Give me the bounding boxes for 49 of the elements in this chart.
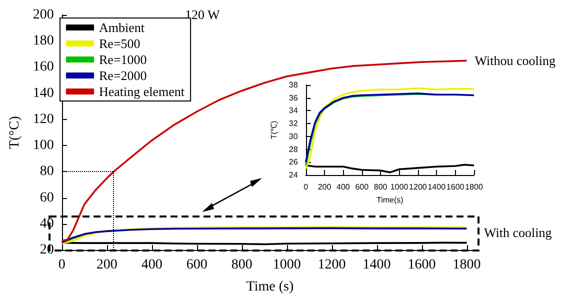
x-tick-label: 1800 xyxy=(452,258,481,272)
y-tick-label: 140 xyxy=(32,86,54,101)
y-tick-label: 36 xyxy=(288,93,298,102)
y-tick-label: 100 xyxy=(32,138,54,154)
x-axis-title: Time(s) xyxy=(376,195,404,204)
legend-label: Re=500 xyxy=(99,36,140,51)
y-tick-label: 34 xyxy=(288,106,298,116)
y-tick-label: 30 xyxy=(288,132,298,141)
x-axis-title: Time (s) xyxy=(246,280,294,294)
x-tick-label: 1800 xyxy=(465,182,484,192)
y-tick-label: 32 xyxy=(288,119,298,128)
x-tick-label: 0 xyxy=(58,258,66,272)
y-tick-label: 200 xyxy=(32,8,54,22)
x-tick-label: 1600 xyxy=(446,182,465,192)
x-tick-label: 800 xyxy=(374,182,388,192)
x-tick-label: 1600 xyxy=(408,258,436,272)
x-tick-label: 1400 xyxy=(428,182,446,192)
x-tick-label: 1400 xyxy=(362,258,391,272)
y-tick-label: 40 xyxy=(40,216,54,232)
x-tick-label: 400 xyxy=(141,258,162,272)
legend-label: Re=2000 xyxy=(99,68,147,83)
x-tick-label: 400 xyxy=(336,182,350,192)
x-tick-label: 600 xyxy=(355,182,370,192)
annotation: Withou cooling xyxy=(474,53,556,68)
legend-label: Ambient xyxy=(99,20,145,35)
y-axis-title: T(℃) xyxy=(270,120,278,140)
x-tick-label: 0 xyxy=(304,182,309,192)
y-tick-label: 80 xyxy=(40,164,54,180)
x-tick-label: 200 xyxy=(318,182,332,192)
line-series xyxy=(304,164,475,174)
x-tick-label: 1000 xyxy=(390,182,409,192)
text: With cooling xyxy=(484,225,552,240)
x-tick-label: 1200 xyxy=(318,258,346,272)
x-tick-label: 800 xyxy=(231,258,252,272)
x-tick-label: 1000 xyxy=(272,258,301,272)
y-tick-label: 28 xyxy=(288,144,298,154)
y-tick-label: 160 xyxy=(32,60,54,75)
y-tick-label: 60 xyxy=(40,190,54,206)
y-tick-label: 180 xyxy=(32,34,54,49)
x-tick-label: 600 xyxy=(186,258,208,272)
y-tick-label: 38 xyxy=(288,80,298,90)
legend-label: Re=1000 xyxy=(99,52,147,67)
x-tick-label: 200 xyxy=(96,258,118,272)
y-tick-label: 120 xyxy=(32,112,54,127)
y-axis-title: T(°C) xyxy=(8,116,22,149)
legend-label: Heating element xyxy=(99,84,185,99)
y-tick-label: 24 xyxy=(288,170,298,180)
y-tick-label: 26 xyxy=(288,158,298,167)
x-tick-label: 1200 xyxy=(409,182,428,192)
